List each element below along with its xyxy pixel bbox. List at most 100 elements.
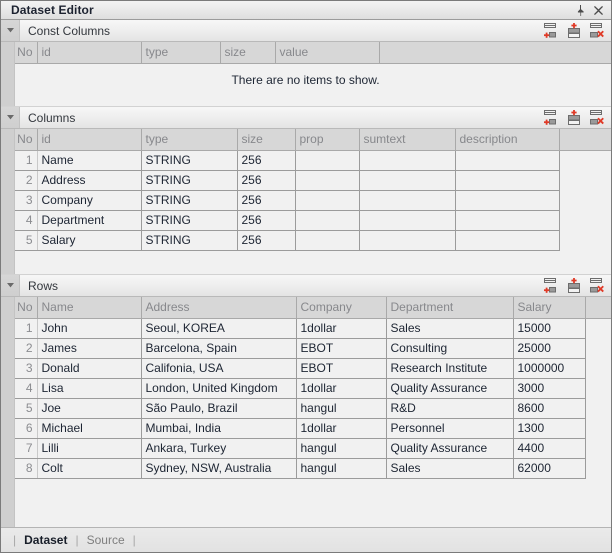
table-row[interactable]: 1 Name STRING 256	[14, 150, 611, 171]
cell-prop[interactable]	[295, 230, 360, 251]
table-row[interactable]: 1 John Seoul, KOREA 1dollar Sales 15000	[14, 318, 611, 339]
chevron-down-icon[interactable]	[1, 20, 20, 41]
cell-type[interactable]: STRING	[141, 210, 238, 231]
cell-sumtext[interactable]	[359, 230, 456, 251]
cell-company[interactable]: EBOT	[296, 358, 387, 379]
column-header-type[interactable]: type	[141, 42, 221, 64]
table-row[interactable]: 6 Michael Mumbai, India 1dollar Personnel 130…	[14, 418, 611, 439]
cell-description[interactable]	[455, 190, 560, 211]
cell-department[interactable]: Consulting	[386, 338, 514, 359]
column-header-no[interactable]: No	[14, 297, 38, 319]
cell-type[interactable]: STRING	[141, 230, 238, 251]
cell-salary[interactable]: 3000	[513, 378, 586, 399]
add-row-icon[interactable]	[542, 278, 559, 294]
cell-name[interactable]: Lilli	[37, 438, 142, 459]
cell-salary[interactable]: 25000	[513, 338, 586, 359]
cell-department[interactable]: Research Institute	[386, 358, 514, 379]
column-header-id[interactable]: id	[37, 129, 142, 151]
cell-sumtext[interactable]	[359, 210, 456, 231]
column-header-sumtext[interactable]: sumtext	[359, 129, 456, 151]
cell-size[interactable]: 256	[237, 190, 296, 211]
cell-company[interactable]: hangul	[296, 398, 387, 419]
cell-id[interactable]: Company	[37, 190, 142, 211]
cell-company[interactable]: 1dollar	[296, 318, 387, 339]
cell-department[interactable]: R&D	[386, 398, 514, 419]
column-header-no[interactable]: No	[14, 129, 38, 151]
cell-prop[interactable]	[295, 210, 360, 231]
cell-prop[interactable]	[295, 150, 360, 171]
cell-prop[interactable]	[295, 170, 360, 191]
cell-type[interactable]: STRING	[141, 190, 238, 211]
cell-sumtext[interactable]	[359, 150, 456, 171]
cell-address[interactable]: São Paulo, Brazil	[141, 398, 297, 419]
cell-description[interactable]	[455, 150, 560, 171]
delete-row-icon[interactable]	[588, 110, 605, 126]
cell-type[interactable]: STRING	[141, 170, 238, 191]
cell-id[interactable]: Address	[37, 170, 142, 191]
cell-salary[interactable]: 15000	[513, 318, 586, 339]
column-header-company[interactable]: Company	[296, 297, 387, 319]
column-header-type[interactable]: type	[141, 129, 238, 151]
cell-department[interactable]: Personnel	[386, 418, 514, 439]
insert-row-icon[interactable]	[565, 23, 582, 39]
table-row[interactable]: 4 Department STRING 256	[14, 210, 611, 231]
cell-salary[interactable]: 8600	[513, 398, 586, 419]
cell-address[interactable]: London, United Kingdom	[141, 378, 297, 399]
column-header-size[interactable]: size	[220, 42, 276, 64]
cell-name[interactable]: James	[37, 338, 142, 359]
insert-row-icon[interactable]	[565, 110, 582, 126]
column-header-name[interactable]: Name	[37, 297, 142, 319]
rows-table[interactable]: No Name Address Company Department Salar…	[1, 297, 611, 527]
cell-type[interactable]: STRING	[141, 150, 238, 171]
table-row[interactable]: 4 Lisa London, United Kingdom 1dollar Qualit…	[14, 378, 611, 399]
cell-name[interactable]: Colt	[37, 458, 142, 479]
cell-sumtext[interactable]	[359, 170, 456, 191]
cell-address[interactable]: Sydney, NSW, Australia	[141, 458, 297, 479]
const-columns-table[interactable]: No id type size value There are no items…	[1, 42, 611, 106]
column-header-size[interactable]: size	[237, 129, 296, 151]
cell-address[interactable]: Seoul, KOREA	[141, 318, 297, 339]
cell-department[interactable]: Sales	[386, 458, 514, 479]
column-header-id[interactable]: id	[37, 42, 142, 64]
cell-size[interactable]: 256	[237, 210, 296, 231]
cell-company[interactable]: hangul	[296, 458, 387, 479]
cell-name[interactable]: Donald	[37, 358, 142, 379]
cell-department[interactable]: Sales	[386, 318, 514, 339]
table-row[interactable]: 2 James Barcelona, Spain EBOT Consulting 2500…	[14, 338, 611, 359]
delete-row-icon[interactable]	[588, 278, 605, 294]
cell-salary[interactable]: 1300	[513, 418, 586, 439]
table-row[interactable]: 7 Lilli Ankara, Turkey hangul Quality Assura…	[14, 438, 611, 459]
cell-size[interactable]: 256	[237, 170, 296, 191]
cell-description[interactable]	[455, 230, 560, 251]
cell-address[interactable]: Ankara, Turkey	[141, 438, 297, 459]
cell-address[interactable]: Barcelona, Spain	[141, 338, 297, 359]
cell-company[interactable]: 1dollar	[296, 378, 387, 399]
column-header-address[interactable]: Address	[141, 297, 297, 319]
table-row[interactable]: 3 Donald Califonia, USA EBOT Research Instit…	[14, 358, 611, 379]
table-row[interactable]: 8 Colt Sydney, NSW, Australia hangul Sales 62…	[14, 458, 611, 479]
cell-name[interactable]: Lisa	[37, 378, 142, 399]
cell-size[interactable]: 256	[237, 230, 296, 251]
cell-department[interactable]: Quality Assurance	[386, 438, 514, 459]
cell-salary[interactable]: 62000	[513, 458, 586, 479]
columns-table[interactable]: No id type size prop sumtext description	[1, 129, 611, 274]
table-row[interactable]: 3 Company STRING 256	[14, 190, 611, 211]
column-header-salary[interactable]: Salary	[513, 297, 586, 319]
table-row[interactable]: 2 Address STRING 256	[14, 170, 611, 191]
cell-company[interactable]: hangul	[296, 438, 387, 459]
cell-name[interactable]: John	[37, 318, 142, 339]
table-row[interactable]: 5 Salary STRING 256	[14, 230, 611, 251]
column-header-prop[interactable]: prop	[295, 129, 360, 151]
column-header-description[interactable]: description	[455, 129, 560, 151]
cell-salary[interactable]: 1000000	[513, 358, 586, 379]
table-row[interactable]: 5 Joe São Paulo, Brazil hangul R&D 8600	[14, 398, 611, 419]
cell-department[interactable]: Quality Assurance	[386, 378, 514, 399]
cell-description[interactable]	[455, 170, 560, 191]
insert-row-icon[interactable]	[565, 278, 582, 294]
cell-company[interactable]: EBOT	[296, 338, 387, 359]
column-header-value[interactable]: value	[275, 42, 380, 64]
cell-size[interactable]: 256	[237, 150, 296, 171]
tab-source[interactable]: Source	[86, 533, 125, 547]
add-row-icon[interactable]	[542, 23, 559, 39]
cell-address[interactable]: Mumbai, India	[141, 418, 297, 439]
